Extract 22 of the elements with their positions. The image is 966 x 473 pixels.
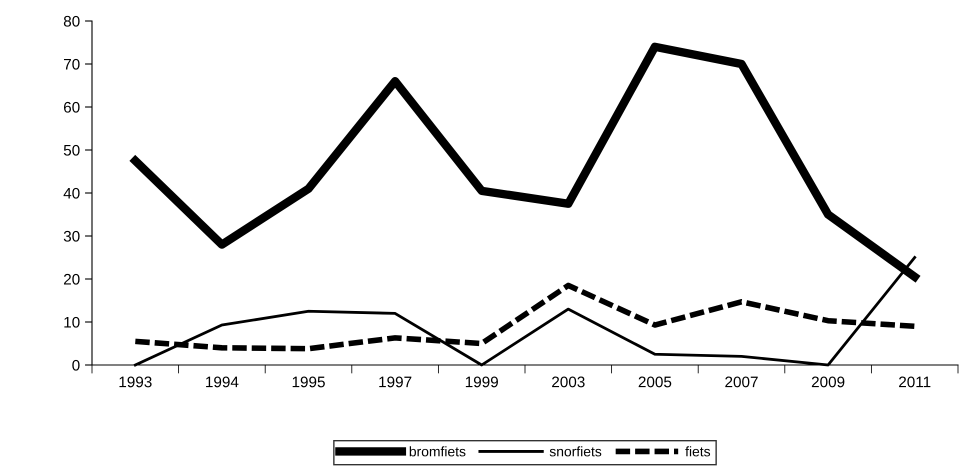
legend-label: snorfiets	[550, 446, 602, 456]
y-tick-label: 70	[64, 58, 80, 70]
x-tick-label: 2007	[725, 376, 758, 388]
y-tick-label: 30	[64, 230, 80, 242]
x-tick-label: 1997	[379, 376, 412, 388]
y-tick-label: 60	[64, 102, 80, 113]
x-tick-label: 2005	[638, 376, 672, 388]
x-tick-label: 1993	[119, 376, 152, 388]
legend-label: fiets	[685, 446, 710, 456]
x-tick-label: 1995	[292, 376, 325, 388]
x-tick-label: 1994	[206, 376, 238, 388]
legend-label: bromfiets	[410, 446, 466, 456]
x-tick-label: 1999	[466, 376, 498, 388]
y-tick-label: 10	[64, 316, 80, 328]
y-tick-label: 20	[64, 274, 80, 285]
y-tick-label: 50	[64, 144, 80, 156]
y-tick-label: 80	[64, 16, 80, 27]
y-tick-label: 0	[72, 360, 80, 371]
x-tick-label: 2003	[552, 376, 585, 388]
x-tick-label: 2009	[812, 376, 844, 388]
y-tick-label: 40	[64, 188, 80, 199]
x-tick-label: 2011	[899, 376, 930, 388]
